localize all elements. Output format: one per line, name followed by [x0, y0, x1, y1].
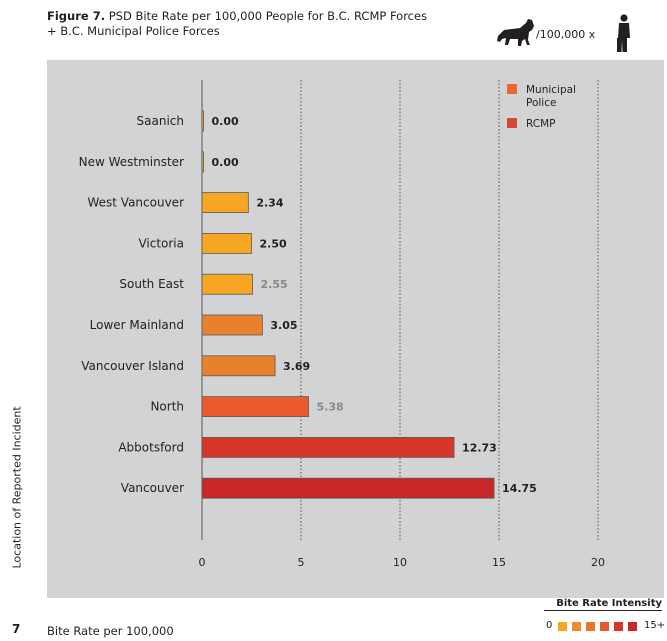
- unit-text: /100,000 x: [536, 28, 596, 41]
- intensity-swatch: [614, 622, 623, 631]
- unit-graphic: /100,000 x: [497, 14, 630, 52]
- x-axis-label: Bite Rate per 100,000: [47, 624, 174, 638]
- value-label: 5.38: [317, 401, 344, 414]
- bar: [201, 477, 495, 499]
- value-labels: 0.00 0.00 2.34 2.50 2.55 3.05 3.69 5.38 12.73 14.…: [212, 115, 537, 495]
- intensity-min-label: 0: [546, 620, 553, 631]
- x-tick-label: 20: [591, 556, 605, 569]
- value-label: 2.55: [260, 278, 287, 291]
- category-label: Saanich: [137, 114, 184, 128]
- value-label: 0.00: [212, 115, 239, 128]
- category-label: Vancouver Island: [81, 359, 184, 373]
- x-tick-labels: 0 5 10 15 20: [199, 556, 606, 569]
- bar: [201, 314, 263, 336]
- x-tick-label: 10: [393, 556, 407, 569]
- intensity-legend: Bite Rate Intensity 0 15+: [544, 598, 666, 638]
- category-label: North: [150, 400, 184, 414]
- value-label: 2.34: [256, 197, 283, 210]
- person-silhouette-icon: [617, 14, 630, 52]
- value-label: 12.73: [462, 441, 497, 454]
- category-label: Victoria: [138, 236, 184, 250]
- figure-title-line1: PSD Bite Rate per 100,000 People for B.C…: [105, 9, 428, 23]
- category-label: New Westminster: [79, 155, 184, 169]
- value-label: 14.75: [502, 482, 537, 495]
- value-label: 0.00: [212, 156, 239, 169]
- value-label: 3.69: [283, 360, 310, 373]
- intensity-swatch: [600, 622, 609, 631]
- intensity-swatch: [586, 622, 595, 631]
- legend-label: RCMP: [526, 118, 556, 130]
- dog-silhouette-icon: [497, 19, 534, 46]
- category-label: Abbotsford: [118, 440, 184, 454]
- figure-label: Figure 7.: [47, 9, 106, 23]
- legend-swatch: [507, 118, 517, 128]
- category-label: Lower Mainland: [90, 318, 184, 332]
- x-tick-label: 5: [298, 556, 305, 569]
- value-label: 2.50: [260, 237, 287, 250]
- legend-swatch: [507, 84, 517, 94]
- category-labels: Saanich New Westminster West Vancouver Vict…: [79, 114, 185, 495]
- category-label: South East: [119, 277, 184, 291]
- figure-title-line2: + B.C. Municipal Police Forces: [47, 24, 220, 38]
- legend-label: Police: [526, 97, 556, 109]
- y-axis-label: Location of Reported Incident: [10, 406, 24, 569]
- page-number: 7: [12, 622, 21, 636]
- bar: [201, 273, 253, 295]
- bar: [201, 436, 455, 458]
- value-label: 3.05: [270, 319, 297, 332]
- figure-header: Figure 7. PSD Bite Rate per 100,000 Peop…: [47, 9, 517, 39]
- bars: [201, 110, 495, 499]
- category-label: West Vancouver: [87, 196, 184, 210]
- bar: [201, 232, 252, 254]
- chart-panel: [47, 60, 664, 598]
- intensity-swatch: [572, 622, 581, 631]
- intensity-max-label: 15+: [644, 620, 666, 631]
- x-tick-label: 0: [199, 556, 206, 569]
- category-label: Vancouver: [121, 481, 184, 495]
- bar: [201, 355, 276, 377]
- intensity-swatch: [628, 622, 637, 631]
- x-tick-label: 15: [492, 556, 506, 569]
- bar: [201, 192, 249, 214]
- intensity-swatch: [558, 622, 567, 631]
- legend-label: Municipal: [526, 84, 576, 96]
- bar: [201, 151, 204, 173]
- intensity-legend-title: Bite Rate Intensity: [544, 598, 662, 611]
- bar: [201, 396, 309, 418]
- bar: [201, 110, 204, 132]
